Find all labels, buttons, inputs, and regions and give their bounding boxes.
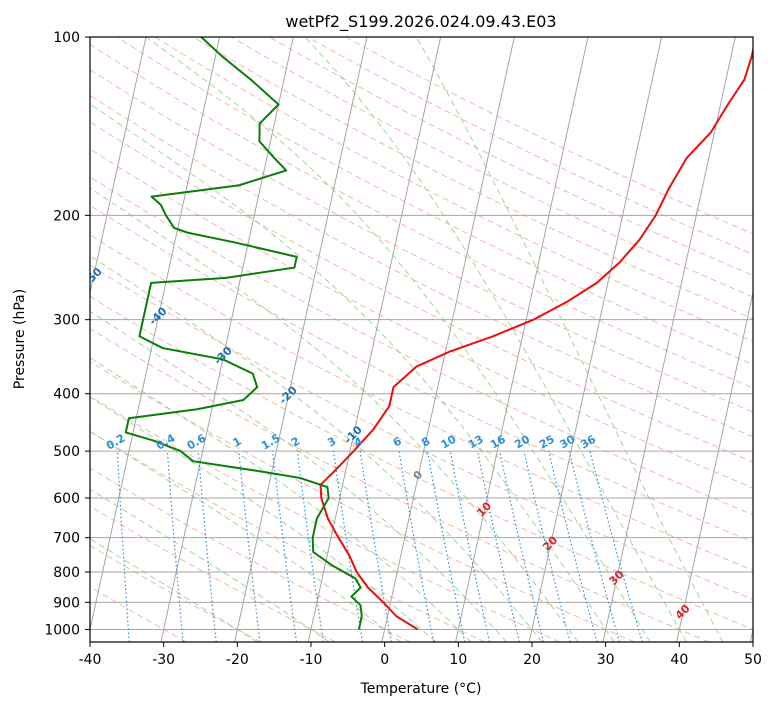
isotherm-line	[90, 37, 147, 296]
x-tick-label: -10	[300, 652, 323, 668]
isotherm-line	[528, 37, 663, 642]
isotherm-line	[307, 37, 442, 642]
isotherm-line	[160, 37, 294, 642]
y-tick-label: 800	[53, 565, 80, 581]
dry-adiabat	[90, 395, 560, 642]
x-tick-label: 40	[670, 652, 688, 668]
mixing-ratio-line	[271, 451, 298, 642]
isotherm-line	[90, 37, 221, 632]
moist-adiabat	[90, 430, 401, 642]
dry-adiabat	[154, 37, 753, 342]
mixing-ratio-line	[426, 450, 466, 642]
dry-adiabat	[230, 37, 753, 298]
mixing-ratio-line	[499, 450, 545, 642]
y-tick-label: 700	[53, 531, 80, 547]
moist-adiabat	[90, 103, 615, 642]
dry-adiabat	[90, 430, 486, 642]
dewpoint-profile-line	[124, 37, 363, 630]
mixing-ratio-line	[238, 451, 261, 642]
series-layer	[124, 37, 753, 631]
y-tick-label: 300	[53, 313, 80, 329]
dry-adiabat	[90, 505, 336, 642]
x-tick-label: 0	[380, 652, 389, 668]
x-tick-label: 20	[523, 652, 541, 668]
x-tick-label: 50	[744, 652, 762, 668]
mixing-ratio-line	[359, 451, 393, 642]
mixing-ratio-line	[449, 450, 491, 642]
plot-background	[90, 37, 753, 642]
y-tick-label: 400	[53, 387, 80, 403]
grid-layer	[0, 37, 753, 642]
isotherm-line	[749, 627, 753, 642]
x-tick-label: -30	[152, 652, 175, 668]
mixing-ratio-line	[296, 451, 324, 642]
y-tick-label: 500	[53, 444, 80, 460]
moist-adiabat	[145, 37, 651, 642]
axis-layer: -40 -30 -20 -10 0 10 20 30 40 50 100 200 300 400 500 60…	[44, 30, 762, 668]
x-axis-label: Temperature (°C)	[360, 681, 482, 697]
dry-adiabat	[90, 264, 753, 601]
dry-adiabat	[269, 37, 753, 277]
temperature-profile-line	[319, 45, 753, 631]
isotherm-label: -60	[16, 225, 39, 248]
y-tick-label: 900	[53, 595, 80, 611]
dry-adiabat	[90, 234, 753, 571]
isotherm-line	[234, 37, 368, 642]
dry-adiabat	[307, 37, 753, 255]
moist-adiabat	[90, 187, 579, 642]
plot-frame	[89, 36, 754, 643]
isotherm-line	[676, 290, 753, 642]
moist-adiabat	[90, 255, 543, 642]
isotherm-line	[455, 37, 589, 642]
dry-adiabat	[345, 37, 753, 235]
x-tick-label: -20	[226, 652, 249, 668]
mixing-ratio-line	[568, 450, 621, 642]
y-tick-label: 200	[53, 208, 80, 224]
x-tick-label: 30	[597, 652, 615, 668]
mixing-ratio-line	[477, 450, 520, 642]
y-tick-label: 1000	[44, 622, 80, 638]
mixing-ratio-line	[332, 451, 364, 642]
moist-adiabat	[90, 538, 258, 642]
dry-adiabat	[90, 43, 753, 389]
isotherm-line	[602, 37, 736, 642]
dry-adiabat	[90, 204, 753, 543]
moist-adiabat	[90, 488, 330, 642]
x-tick-label: 10	[449, 652, 467, 668]
mixing-ratio-line	[548, 450, 598, 642]
moist-adiabat	[304, 37, 687, 642]
y-axis-label: Pressure (hPa)	[12, 289, 28, 389]
dry-adiabat	[116, 37, 753, 365]
mixing-ratio-line	[589, 450, 643, 642]
isotherm-line	[381, 37, 515, 642]
dry-adiabat	[192, 37, 753, 320]
chart-title: wetPf2_S199.2026.024.09.43.E03	[285, 12, 556, 32]
moist-adiabat	[415, 37, 724, 642]
y-tick-label: 600	[53, 491, 80, 507]
moist-adiabat	[90, 396, 437, 642]
y-tick-label: 100	[53, 30, 80, 46]
dry-adiabat	[90, 327, 710, 642]
isotherm-line	[0, 37, 72, 642]
mixing-ratio-line	[523, 450, 571, 642]
mixing-ratio-line	[398, 451, 435, 642]
dry-adiabat	[90, 295, 753, 630]
x-tick-label: -40	[79, 652, 102, 668]
